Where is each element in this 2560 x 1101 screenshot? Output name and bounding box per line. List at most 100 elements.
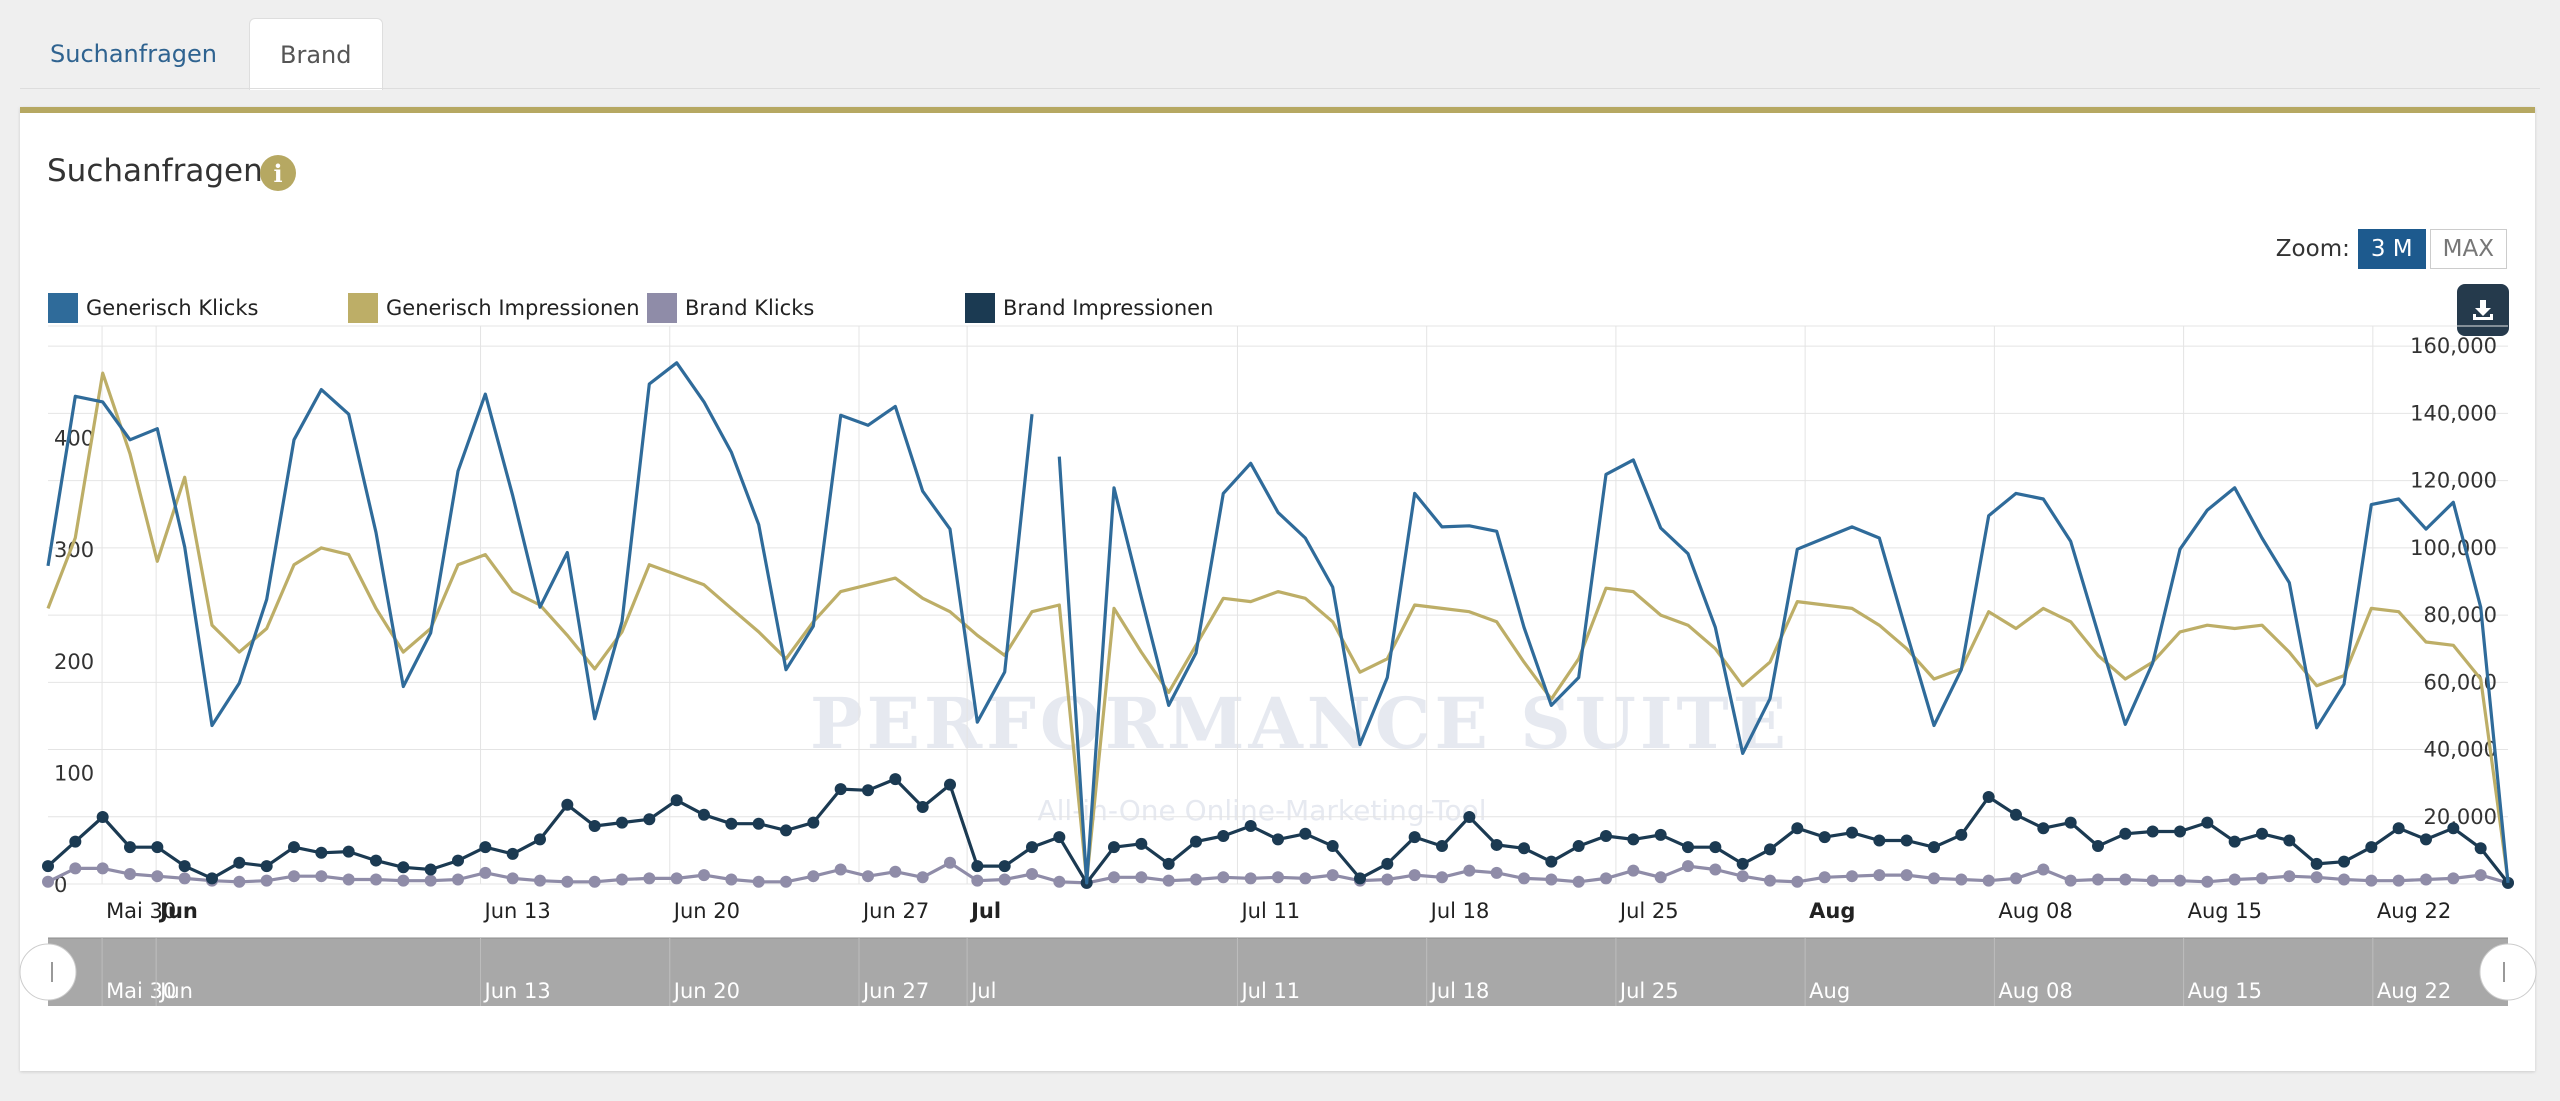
data-point-brand-klicks[interactable] bbox=[233, 875, 246, 888]
data-point-brand-klicks[interactable] bbox=[1272, 871, 1284, 884]
data-point-brand-impressionen[interactable] bbox=[1299, 827, 1312, 840]
data-point-brand-klicks[interactable] bbox=[2392, 874, 2405, 887]
data-point-brand-klicks[interactable] bbox=[2228, 873, 2241, 886]
data-point-brand-impressionen[interactable] bbox=[971, 860, 984, 873]
data-point-brand-impressionen[interactable] bbox=[1162, 857, 1175, 870]
data-point-brand-impressionen[interactable] bbox=[1026, 841, 1038, 854]
data-point-brand-klicks[interactable] bbox=[288, 870, 300, 883]
data-point-brand-klicks[interactable] bbox=[2037, 863, 2050, 876]
data-point-brand-klicks[interactable] bbox=[1436, 871, 1448, 884]
data-point-brand-impressionen[interactable] bbox=[862, 784, 874, 797]
data-point-brand-klicks[interactable] bbox=[534, 874, 546, 887]
data-point-brand-klicks[interactable] bbox=[1928, 872, 1940, 885]
data-point-brand-impressionen[interactable] bbox=[1873, 834, 1886, 847]
data-point-brand-klicks[interactable] bbox=[2146, 874, 2159, 887]
data-point-brand-klicks[interactable] bbox=[1764, 874, 1776, 887]
data-point-brand-klicks[interactable] bbox=[616, 873, 628, 886]
data-point-brand-impressionen[interactable] bbox=[1846, 826, 1858, 839]
data-point-brand-impressionen[interactable] bbox=[342, 845, 355, 858]
data-point-brand-klicks[interactable] bbox=[2447, 872, 2460, 885]
data-point-brand-klicks[interactable] bbox=[1627, 864, 1640, 877]
data-point-brand-klicks[interactable] bbox=[2474, 869, 2487, 882]
data-point-brand-klicks[interactable] bbox=[1682, 860, 1694, 873]
data-point-brand-klicks[interactable] bbox=[1572, 875, 1585, 888]
data-point-brand-impressionen[interactable] bbox=[2119, 827, 2132, 840]
data-point-brand-impressionen[interactable] bbox=[124, 841, 136, 854]
data-point-brand-klicks[interactable] bbox=[998, 873, 1011, 886]
data-point-brand-klicks[interactable] bbox=[69, 862, 82, 875]
data-point-brand-impressionen[interactable] bbox=[1490, 838, 1503, 851]
data-point-brand-impressionen[interactable] bbox=[2064, 816, 2077, 829]
data-point-brand-klicks[interactable] bbox=[889, 865, 902, 878]
data-point-brand-impressionen[interactable] bbox=[2092, 840, 2104, 853]
data-point-brand-klicks[interactable] bbox=[2010, 872, 2022, 885]
data-point-brand-impressionen[interactable] bbox=[206, 872, 218, 885]
data-point-brand-klicks[interactable] bbox=[944, 856, 956, 869]
data-point-brand-impressionen[interactable] bbox=[1326, 840, 1339, 853]
data-point-brand-klicks[interactable] bbox=[1736, 870, 1749, 883]
data-point-brand-impressionen[interactable] bbox=[534, 833, 546, 846]
data-point-brand-klicks[interactable] bbox=[424, 874, 437, 887]
data-point-brand-impressionen[interactable] bbox=[834, 783, 847, 796]
data-point-brand-klicks[interactable] bbox=[2338, 873, 2350, 886]
data-point-brand-impressionen[interactable] bbox=[151, 841, 164, 854]
data-point-brand-klicks[interactable] bbox=[342, 873, 355, 886]
data-point-brand-klicks[interactable] bbox=[780, 875, 792, 888]
data-point-brand-impressionen[interactable] bbox=[670, 794, 683, 807]
data-point-brand-impressionen[interactable] bbox=[1600, 830, 1612, 843]
data-point-brand-impressionen[interactable] bbox=[2256, 827, 2268, 840]
data-point-brand-impressionen[interactable] bbox=[1272, 833, 1284, 846]
data-point-brand-klicks[interactable] bbox=[588, 875, 601, 888]
data-point-brand-klicks[interactable] bbox=[1162, 874, 1175, 887]
data-point-brand-impressionen[interactable] bbox=[561, 798, 574, 811]
data-point-brand-klicks[interactable] bbox=[2283, 870, 2296, 883]
data-point-brand-impressionen[interactable] bbox=[1654, 828, 1667, 841]
data-point-brand-impressionen[interactable] bbox=[1982, 790, 1995, 803]
data-point-brand-impressionen[interactable] bbox=[96, 811, 109, 824]
data-point-brand-klicks[interactable] bbox=[1244, 872, 1257, 885]
data-point-brand-klicks[interactable] bbox=[1326, 869, 1339, 882]
data-point-brand-klicks[interactable] bbox=[1982, 874, 1995, 887]
navigator-handle-right[interactable] bbox=[2479, 943, 2537, 1001]
data-point-brand-klicks[interactable] bbox=[834, 863, 847, 876]
data-point-brand-impressionen[interactable] bbox=[2365, 841, 2378, 854]
data-point-brand-impressionen[interactable] bbox=[1053, 831, 1066, 844]
data-point-brand-impressionen[interactable] bbox=[260, 860, 273, 873]
download-button[interactable] bbox=[2457, 284, 2509, 336]
data-point-brand-klicks[interactable] bbox=[1026, 867, 1038, 880]
data-point-brand-impressionen[interactable] bbox=[2228, 835, 2241, 848]
data-point-brand-klicks[interactable] bbox=[1217, 871, 1230, 884]
data-point-brand-impressionen[interactable] bbox=[807, 816, 820, 829]
data-point-brand-impressionen[interactable] bbox=[1190, 835, 1202, 848]
data-point-brand-klicks[interactable] bbox=[1600, 872, 1612, 885]
tab-suchanfragen[interactable]: Suchanfragen bbox=[50, 40, 218, 68]
data-point-brand-impressionen[interactable] bbox=[2420, 833, 2432, 846]
data-point-brand-klicks[interactable] bbox=[1053, 875, 1066, 888]
data-point-brand-klicks[interactable] bbox=[2256, 872, 2268, 885]
data-point-brand-klicks[interactable] bbox=[725, 873, 738, 886]
tab-brand[interactable]: Brand bbox=[249, 18, 383, 90]
data-point-brand-klicks[interactable] bbox=[2310, 871, 2323, 884]
data-point-brand-klicks[interactable] bbox=[1108, 871, 1120, 884]
data-point-brand-klicks[interactable] bbox=[1381, 873, 1394, 886]
navigator-handle-left[interactable] bbox=[19, 943, 77, 1001]
legend-brand-impressionen[interactable]: Brand Impressionen bbox=[965, 293, 1213, 323]
data-point-brand-klicks[interactable] bbox=[124, 867, 136, 880]
data-point-brand-impressionen[interactable] bbox=[944, 778, 956, 791]
data-point-brand-klicks[interactable] bbox=[370, 873, 382, 886]
data-point-brand-klicks[interactable] bbox=[1818, 871, 1831, 884]
data-point-brand-impressionen[interactable] bbox=[1463, 811, 1476, 824]
data-point-brand-impressionen[interactable] bbox=[452, 854, 464, 867]
data-point-brand-klicks[interactable] bbox=[1846, 870, 1858, 883]
data-point-brand-klicks[interactable] bbox=[971, 874, 984, 887]
data-point-brand-klicks[interactable] bbox=[178, 872, 191, 885]
data-point-brand-klicks[interactable] bbox=[1709, 863, 1722, 876]
data-point-brand-impressionen[interactable] bbox=[1518, 842, 1530, 855]
data-point-brand-impressionen[interactable] bbox=[2146, 825, 2159, 838]
data-point-brand-impressionen[interactable] bbox=[1135, 837, 1148, 850]
data-point-brand-klicks[interactable] bbox=[1299, 872, 1312, 885]
navigator-track[interactable] bbox=[48, 938, 2508, 1006]
data-point-brand-impressionen[interactable] bbox=[1217, 830, 1230, 843]
data-point-brand-klicks[interactable] bbox=[1135, 871, 1148, 884]
data-point-brand-impressionen[interactable] bbox=[479, 841, 492, 854]
